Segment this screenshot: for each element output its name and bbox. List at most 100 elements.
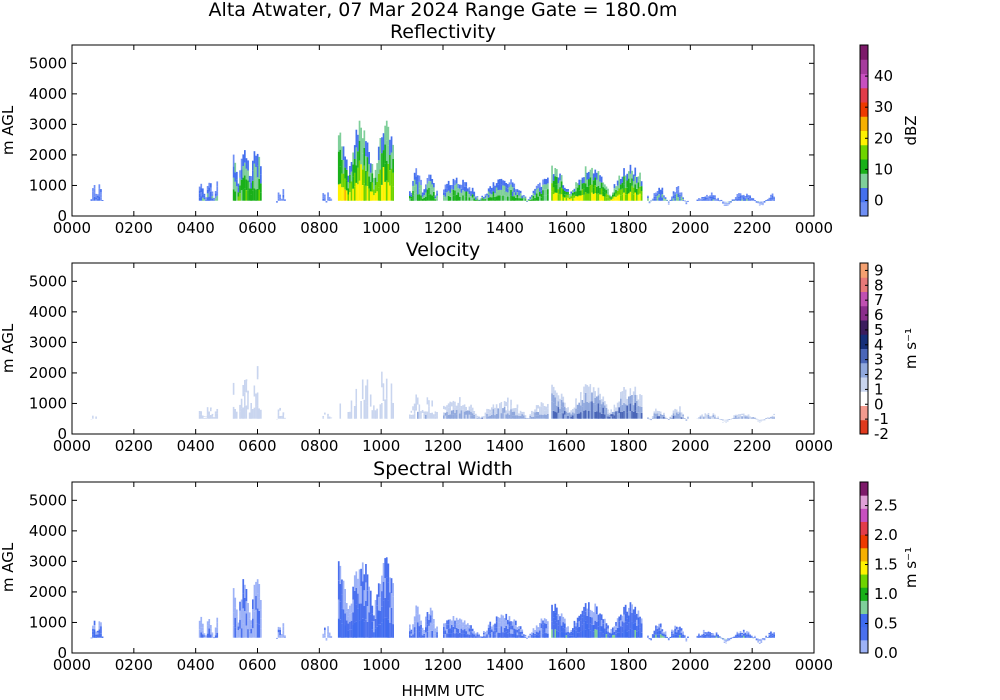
range-gate	[205, 418, 207, 419]
range-gate	[368, 586, 370, 600]
range-gate	[613, 404, 616, 409]
range-gate	[618, 175, 621, 182]
range-gate	[578, 615, 581, 622]
range-gate	[559, 632, 561, 638]
range-gate	[634, 175, 637, 185]
range-gate	[537, 405, 540, 409]
range-gate	[494, 634, 496, 638]
range-gate	[640, 623, 643, 628]
range-gate	[382, 347, 385, 366]
range-gate	[696, 199, 699, 201]
range-gate	[621, 621, 624, 627]
range-gate	[568, 414, 571, 417]
range-gate	[242, 579, 245, 594]
range-gate	[96, 412, 99, 414]
range-gate	[258, 167, 261, 179]
range-gate	[591, 610, 593, 618]
range-gate	[757, 421, 759, 423]
range-gate	[707, 414, 710, 417]
range-gate	[704, 633, 707, 635]
range-gate	[492, 627, 495, 632]
range-gate	[741, 417, 743, 419]
range-gate	[357, 623, 359, 638]
range-gate	[591, 401, 593, 410]
range-gate	[418, 175, 421, 182]
range-gate	[667, 639, 670, 640]
range-gate	[446, 192, 448, 197]
range-gate	[683, 636, 686, 637]
colorbar-tick-label: -1	[874, 410, 889, 428]
range-gate	[487, 624, 490, 628]
range-gate	[421, 194, 424, 197]
range-gate	[232, 154, 235, 167]
range-gate	[342, 580, 345, 595]
range-gate	[492, 404, 495, 410]
range-gate	[468, 197, 471, 201]
range-gate	[328, 636, 331, 638]
range-gate	[770, 415, 772, 417]
range-gate	[282, 408, 285, 413]
range-gate	[413, 193, 416, 201]
range-gate	[357, 167, 359, 185]
range-gate	[216, 191, 219, 196]
range-gate	[683, 417, 686, 419]
range-gate	[568, 635, 571, 637]
range-gate	[605, 415, 608, 419]
range-gate	[325, 420, 328, 421]
range-gate	[500, 396, 503, 402]
range-gate	[236, 179, 238, 187]
range-gate	[722, 202, 724, 203]
range-gate	[234, 409, 237, 419]
range-gate	[674, 412, 676, 416]
range-gate	[521, 411, 524, 415]
range-gate	[547, 629, 549, 634]
range-gate	[704, 416, 707, 419]
range-gate	[771, 412, 774, 415]
echo-column	[337, 120, 394, 201]
range-gate	[572, 415, 574, 419]
range-gate	[580, 620, 582, 626]
range-gate	[667, 420, 670, 421]
x-tick-label: 0800	[300, 656, 338, 674]
echo-column	[696, 629, 775, 644]
range-gate	[588, 602, 590, 612]
range-gate	[328, 198, 331, 200]
range-gate	[610, 197, 613, 199]
range-gate	[365, 156, 367, 171]
range-gate	[513, 404, 516, 409]
range-gate	[770, 414, 772, 416]
range-gate	[350, 409, 353, 419]
range-gate	[701, 635, 703, 637]
range-gate	[479, 636, 482, 637]
range-gate	[95, 409, 97, 412]
range-gate	[567, 634, 569, 638]
range-gate	[247, 381, 249, 391]
range-gate	[198, 633, 201, 638]
range-gate	[658, 187, 660, 191]
range-gate	[534, 409, 536, 413]
range-gate	[355, 147, 358, 166]
range-gate	[495, 191, 498, 197]
range-gate	[682, 197, 684, 199]
range-gate	[369, 602, 372, 615]
range-gate	[564, 414, 566, 419]
range-gate	[626, 611, 629, 619]
colorbar-swatch	[860, 482, 868, 496]
range-gate	[279, 627, 281, 630]
range-gate	[255, 178, 257, 190]
range-gate	[722, 201, 724, 202]
figure-xlabel: HHMM UTC	[402, 682, 485, 700]
range-gate	[597, 171, 600, 179]
range-gate	[425, 403, 427, 408]
range-gate	[495, 183, 498, 188]
range-gate	[723, 638, 726, 640]
range-gate	[483, 416, 485, 418]
range-gate	[327, 416, 329, 419]
range-gate	[663, 410, 665, 413]
range-gate	[655, 413, 657, 417]
range-gate	[510, 629, 512, 634]
range-gate	[771, 198, 774, 201]
x-tick-label: 0600	[238, 219, 276, 237]
range-gate	[683, 417, 686, 418]
range-gate	[341, 173, 343, 188]
